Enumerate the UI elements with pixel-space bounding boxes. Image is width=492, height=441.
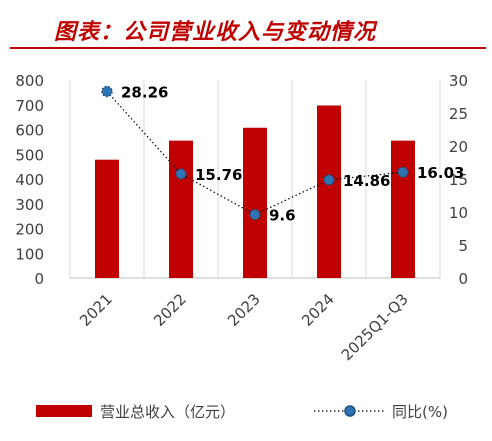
legend-bar-label: 营业总收入（亿元） xyxy=(100,403,235,421)
y-left-tick-label: 200 xyxy=(15,221,44,239)
bar xyxy=(391,140,415,278)
y-left-tick-label: 300 xyxy=(15,196,44,214)
title-bar: 图表：公司营业收入与变动情况 xyxy=(0,0,492,50)
y-left-tick-label: 700 xyxy=(15,97,44,115)
y-right-tick-label: 10 xyxy=(449,204,468,222)
x-tick-label: 2023 xyxy=(224,290,264,330)
yoy-marker xyxy=(249,208,261,221)
y-right-tick-label: 15 xyxy=(449,171,468,189)
y-right-tick-label: 30 xyxy=(449,72,468,90)
legend-bar-swatch xyxy=(36,405,92,417)
yoy-marker xyxy=(175,168,187,180)
y-left-tick-label: 100 xyxy=(15,245,44,263)
y-left-tick-label: 600 xyxy=(15,122,44,140)
chart-title: 图表：公司营业收入与变动情况 xyxy=(54,20,377,45)
y-right-tick-label: 20 xyxy=(449,138,468,156)
yoy-data-label: 28.26 xyxy=(121,83,168,101)
bar xyxy=(243,127,267,278)
bar xyxy=(317,105,341,279)
y-right-tick-label: 5 xyxy=(458,237,468,255)
y-right-tick-label: 0 xyxy=(458,270,468,288)
legend-line-label: 同比(%) xyxy=(392,403,448,421)
yoy-marker xyxy=(397,166,409,178)
x-tick-label: 2025Q1-Q3 xyxy=(338,290,412,364)
x-tick-label: 2024 xyxy=(298,290,338,330)
yoy-data-label: 14.86 xyxy=(343,172,390,190)
yoy-data-label: 9.6 xyxy=(269,207,296,225)
yoy-data-label: 16.03 xyxy=(417,164,464,182)
y-left-tick-label: 500 xyxy=(15,146,44,164)
y-left-tick-label: 800 xyxy=(15,72,44,90)
y-left-tick-label: 0 xyxy=(34,270,44,288)
y-right-tick-label: 25 xyxy=(449,105,468,123)
yoy-marker xyxy=(323,174,335,186)
yoy-marker xyxy=(101,85,113,98)
y-left-tick-label: 400 xyxy=(15,171,44,189)
bar xyxy=(95,159,119,278)
x-tick-label: 2021 xyxy=(76,290,116,330)
legend-line-marker xyxy=(344,405,356,417)
title-underline xyxy=(10,47,486,49)
x-tick-label: 2022 xyxy=(150,290,190,330)
yoy-data-label: 15.76 xyxy=(195,166,242,184)
bar xyxy=(169,140,193,278)
